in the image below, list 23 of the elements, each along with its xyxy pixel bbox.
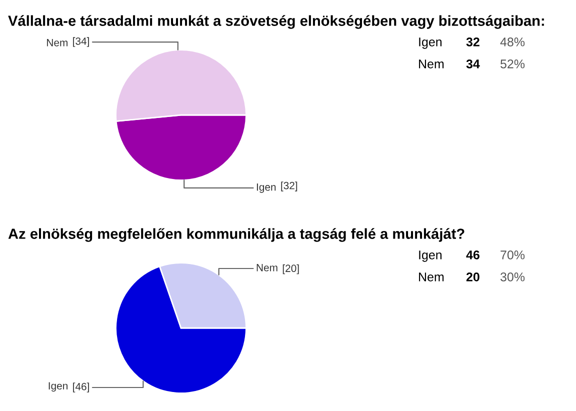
text: 20 [466,272,480,282]
text: Igen [419,38,442,49]
slice-label: Igen [256,183,276,193]
slice-label: Nem [47,39,68,46]
text: 52% [500,60,525,68]
data-label: [34] [73,37,89,47]
text: Nem [419,272,444,282]
pie-slice [115,266,247,394]
slice-label: Nem [256,264,278,272]
text: Nem [419,60,444,68]
text: 30% [500,272,525,282]
slice-label: Igen [48,382,68,392]
chart-title: Vállalna-e társadalmi munkát a szövetség elnökségében vagy bizottságaiban: [8,15,544,29]
data-label: [20] [282,264,299,274]
text: Igen [419,250,442,262]
data-label: [32] [281,182,298,192]
data-label: [46] [73,382,89,392]
text: 48% [500,38,525,46]
text: 46 [466,250,480,260]
text: 32 [466,38,480,46]
text: 70% [500,250,525,260]
chart-title: Az elnökség megfelelően kommunikálja a tagság felé a munkáját? [8,228,464,242]
text: 34 [466,60,480,68]
